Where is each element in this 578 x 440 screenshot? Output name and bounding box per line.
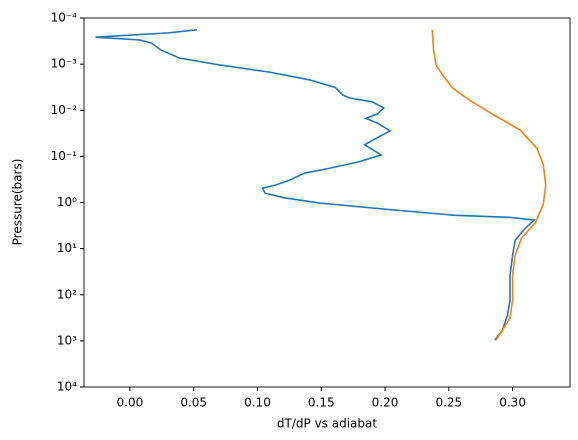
x-tick-label: 0.20 (372, 396, 399, 410)
y-tick-label: 10⁻³ (51, 57, 78, 71)
series-line (431, 29, 547, 341)
y-tick-label: 10² (57, 287, 77, 301)
x-tick-label: 0.30 (499, 396, 526, 410)
y-tick-label: 10⁻⁴ (51, 11, 78, 25)
x-axis-label: dT/dP vs adiabat (277, 417, 377, 431)
y-tick-label: 10⁻² (51, 103, 78, 117)
plot-frame (83, 17, 571, 388)
y-tick-label: 10¹ (57, 241, 77, 255)
x-tick-label: 0.05 (180, 396, 207, 410)
x-tick-label: 0.25 (435, 396, 462, 410)
y-tick-label: 10³ (57, 333, 77, 347)
y-tick-label: 10⁴ (57, 380, 77, 394)
x-tick-label: 0.10 (244, 396, 271, 410)
x-tick-label: 0.15 (308, 396, 335, 410)
y-axis-label: Pressure(bars) (11, 159, 25, 246)
y-tick-label: 10⁻¹ (51, 149, 78, 163)
y-tick-label: 10⁰ (57, 195, 77, 209)
x-tick-label: 0.00 (117, 396, 144, 410)
series-line (95, 28, 537, 341)
